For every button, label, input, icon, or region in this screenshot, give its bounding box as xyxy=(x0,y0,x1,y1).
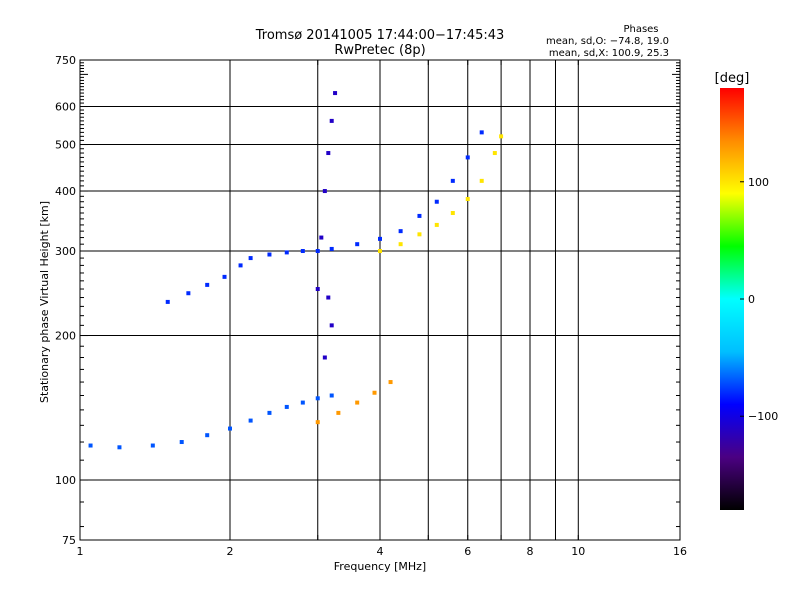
y-tick-label: 600 xyxy=(55,101,76,114)
x-tick-label: 1 xyxy=(77,545,84,558)
data-point xyxy=(322,189,327,194)
data-point xyxy=(372,390,377,395)
data-point xyxy=(388,380,393,385)
data-point xyxy=(465,197,470,202)
y-tick-label: 75 xyxy=(62,534,76,547)
data-point xyxy=(222,274,227,279)
data-point xyxy=(398,229,403,234)
x-tick-label: 8 xyxy=(527,545,534,558)
y-tick-label: 500 xyxy=(55,139,76,152)
data-point xyxy=(434,222,439,227)
data-point xyxy=(479,178,484,183)
data-point xyxy=(205,433,210,438)
x-tick-label: 10 xyxy=(571,545,585,558)
data-point xyxy=(355,400,360,405)
data-point xyxy=(378,249,382,254)
data-point xyxy=(300,249,305,254)
plot-frame xyxy=(79,59,681,541)
data-point xyxy=(326,151,331,156)
y-tick-label: 400 xyxy=(55,185,76,198)
x-tick-label: 16 xyxy=(673,545,687,558)
data-point xyxy=(205,282,210,287)
data-point xyxy=(88,443,93,448)
data-point xyxy=(355,242,360,247)
data-point xyxy=(499,134,504,139)
data-point xyxy=(315,420,320,425)
data-point xyxy=(329,323,334,328)
x-tick-label: 6 xyxy=(464,545,471,558)
chart-subtitle: RwPretec (8p) xyxy=(334,43,425,58)
data-point xyxy=(417,232,422,237)
y-tick-label: 100 xyxy=(55,474,76,487)
data-point xyxy=(150,443,155,448)
data-point xyxy=(329,118,334,123)
y-axis-label: Stationary phase Virtual Height [km] xyxy=(38,201,51,403)
chart-title: Tromsø 20141005 17:44:00−17:45:43 xyxy=(255,28,505,43)
data-point xyxy=(319,235,324,240)
data-point xyxy=(326,295,331,300)
y-tick-label: 750 xyxy=(55,54,76,67)
stats-x-mode: mean, sd,X: 100.9, 25.3 xyxy=(549,48,669,59)
data-point xyxy=(315,396,320,401)
data-point xyxy=(238,263,243,268)
data-point xyxy=(417,213,422,218)
data-point xyxy=(450,211,455,216)
data-point xyxy=(248,256,253,261)
data-point xyxy=(329,393,334,398)
data-point xyxy=(329,246,334,251)
data-point xyxy=(186,291,191,296)
data-point xyxy=(315,287,320,292)
data-point xyxy=(300,400,305,405)
colorbar-tick-label: 0 xyxy=(748,293,755,306)
data-point xyxy=(267,252,272,257)
data-point xyxy=(333,91,338,96)
data-point xyxy=(465,155,470,160)
stats-o-mode: mean, sd,O: −74.8, 19.0 xyxy=(546,36,669,47)
data-point xyxy=(450,178,455,183)
data-point xyxy=(117,445,122,450)
data-point xyxy=(315,249,320,254)
data-point xyxy=(378,236,382,241)
data-point xyxy=(322,355,327,360)
colorbar-tick-label: 100 xyxy=(748,176,769,189)
data-point xyxy=(398,242,403,247)
x-tick-label: 4 xyxy=(377,545,384,558)
data-point xyxy=(434,199,439,204)
data-point xyxy=(179,440,184,445)
y-tick-label: 200 xyxy=(55,330,76,343)
x-axis-label: Frequency [MHz] xyxy=(334,560,426,573)
y-tick-label: 300 xyxy=(55,245,76,258)
data-point xyxy=(267,410,272,415)
data-point xyxy=(492,151,497,156)
data-point xyxy=(284,250,289,255)
data-point xyxy=(165,299,170,304)
stats-heading: Phases xyxy=(623,24,658,35)
data-point xyxy=(479,130,484,135)
data-point xyxy=(228,426,232,431)
x-tick-label: 2 xyxy=(227,545,234,558)
data-point xyxy=(336,410,341,415)
colorbar-tick-label: −100 xyxy=(748,410,778,423)
colorbar-label: [deg] xyxy=(715,71,750,86)
data-point xyxy=(284,404,289,409)
data-point xyxy=(248,418,253,423)
